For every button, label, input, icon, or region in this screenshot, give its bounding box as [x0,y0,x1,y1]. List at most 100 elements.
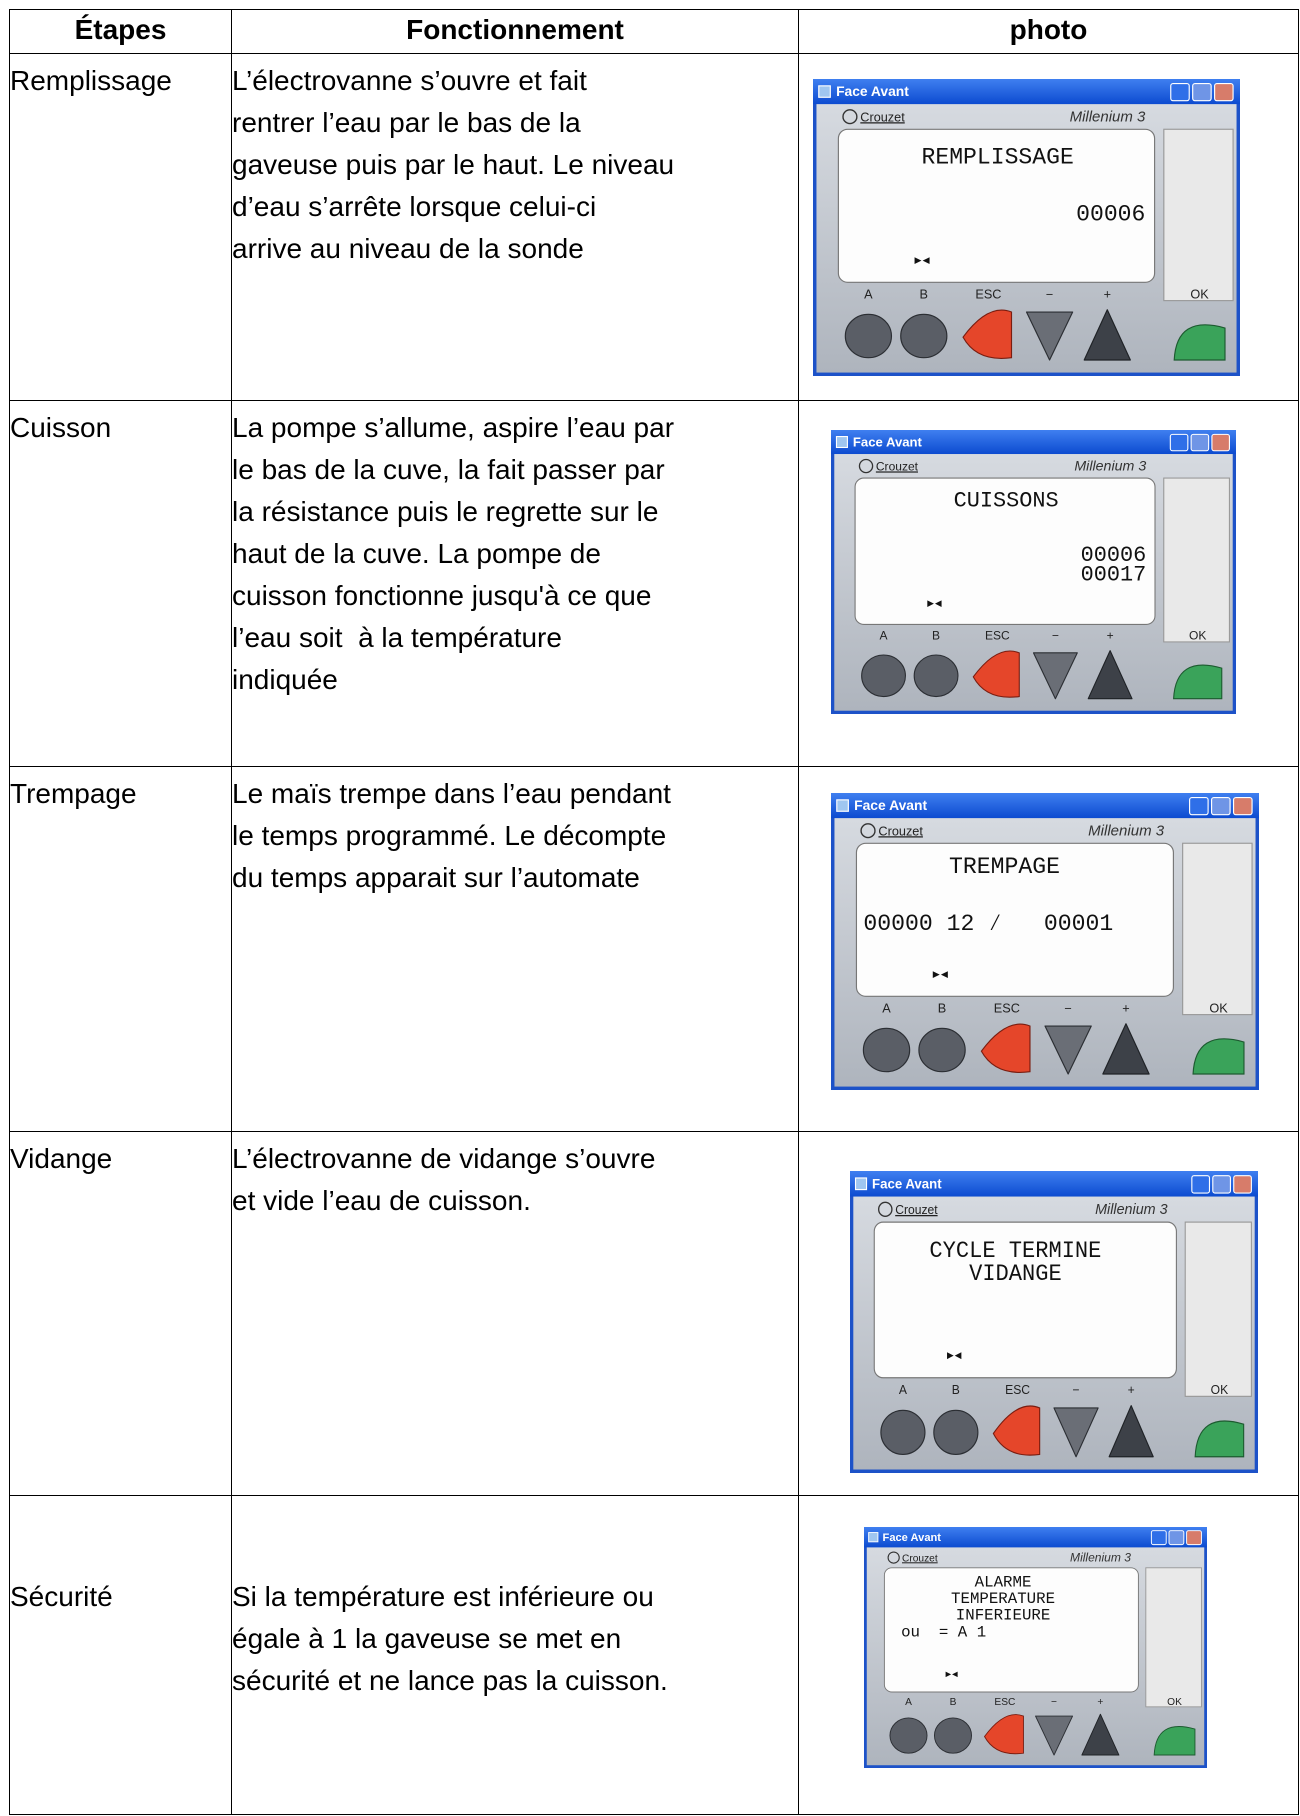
device-screenshot: Face Avant Crouzet Millenium 3 ALARMETEMPER… [864,1527,1207,1768]
screen-line: 00017 [1081,563,1147,588]
model: Millenium 3 [1095,1202,1168,1218]
window-button [1170,82,1190,102]
button-label: + [1104,287,1111,301]
button-label: ESC [1005,1383,1030,1397]
description-line: indiquée [232,664,338,695]
window-button [1169,433,1189,452]
description-line: la résistance puis le regrette sur le [232,496,659,527]
button [1081,1713,1120,1756]
button [1025,311,1074,361]
step-cell: Cuisson [9,400,232,767]
button-label: OK [1211,1383,1229,1397]
step-name: Vidange [10,1143,113,1174]
description-cell: Si la température est inférieure ou égale… [231,1495,799,1815]
description-line: rentrer l’eau par le bas de la [232,107,581,138]
side-panel [1163,128,1234,302]
window-icon [818,85,831,98]
window-button [1190,433,1210,452]
description-cell: Le maïs trempe dans l’eau pendant le temp… [231,766,799,1132]
window-button [1232,796,1253,816]
button [983,1714,1024,1755]
title-bar [831,793,1259,819]
button [918,1027,966,1073]
step-cell: Remplissage [9,53,232,401]
button [862,1027,911,1073]
button [1083,309,1131,361]
button [962,309,1013,359]
step-cell: Sécurité [9,1495,232,1815]
description-cell: L’électrovanne s’ouvre et fait rentrer l’… [231,53,799,401]
button-label: B [932,629,940,643]
button-label: − [1064,1001,1071,1015]
brand: Crouzet [902,1553,938,1564]
window-title: Face Avant [836,84,909,99]
cursor [954,1352,962,1360]
button [1153,1726,1196,1756]
screen-line: CUISSONS [954,488,1059,513]
step-name: Sécurité [10,1581,113,1612]
button [933,1409,979,1455]
lcd-screen [883,1567,1139,1693]
description-line: L’électrovanne s’ouvre et fait [232,65,587,96]
button-label: + [1128,1383,1135,1397]
brand-logo [887,1551,900,1564]
brand-logo [858,458,874,474]
cursor [927,600,934,607]
button-label: ESC [994,1001,1020,1015]
lcd-screen [837,128,1156,283]
screen-line: 00006 [1081,543,1147,568]
side-panel [1163,477,1230,643]
window-icon [868,1532,879,1543]
window-icon [835,436,848,449]
step-cell: Vidange [9,1131,232,1496]
description-line: L’électrovanne de vidange s’ouvre [232,1143,656,1174]
brand: Crouzet [860,110,905,124]
button-label: B [950,1697,957,1708]
screen-line: REMPLISSAGE [922,145,1074,171]
description-line: le temps programmé. Le décompte [232,820,667,851]
device-screenshot: Face Avant Crouzet Millenium 3 CUISSONS 0000… [831,430,1236,714]
lcd-screen [855,842,1174,997]
window-button [1191,1175,1211,1194]
model: Millenium 3 [1088,822,1165,839]
button-label: OK [1209,1001,1228,1015]
screen-line: 00000 12 ⁄ 00001 [863,911,1113,937]
header-cell: Étapes [9,9,232,54]
button [880,1409,926,1455]
cursor [914,257,922,265]
button [1032,652,1078,700]
description-line: Si la température est inférieure ou [232,1581,654,1612]
window-title: Face Avant [872,1176,942,1191]
step-cell: Trempage [9,766,232,1132]
button [844,313,893,359]
button-label: + [1122,1001,1129,1015]
description-line: Le maïs trempe dans l’eau pendant [232,778,671,809]
window-title: Face Avant [854,798,927,813]
window-button [1189,796,1209,816]
side-panel [1182,842,1253,1016]
cursor [934,600,942,607]
device-screenshot: Face Avant Crouzet Millenium 3 CYCLE TERMIN… [850,1171,1258,1473]
brand-logo [878,1201,893,1217]
screen-line: VIDANGE [969,1261,1062,1288]
cursor [952,1671,958,1678]
button-label: A [864,287,873,301]
button-label: A [899,1383,908,1397]
button-label: ESC [985,629,1010,643]
description-line: et vide l’eau de cuisson. [232,1185,531,1216]
button [1108,1405,1154,1458]
screen-line: CYCLE TERMINE [929,1237,1101,1264]
description-cell: L’électrovanne de vidange s’ouvre et vide… [231,1131,799,1496]
button-label: B [938,1001,946,1015]
model: Millenium 3 [1070,1550,1131,1564]
button-label: + [1097,1697,1103,1708]
screen-line: 00006 [1076,202,1145,228]
button-label: − [1051,1697,1057,1708]
lcd-screen [873,1221,1177,1379]
screen-line: INFERIEURE [956,1607,1051,1625]
description-cell: La pompe s’allume, aspire l’eau par le ba… [231,400,799,767]
title-bar [864,1527,1207,1548]
button-label: ESC [975,287,1001,301]
steps-table: Étapes Fonctionnement photo Remplissage L… [9,9,1299,1815]
description-line: le bas de la cuve, la fait passer par [232,454,665,485]
